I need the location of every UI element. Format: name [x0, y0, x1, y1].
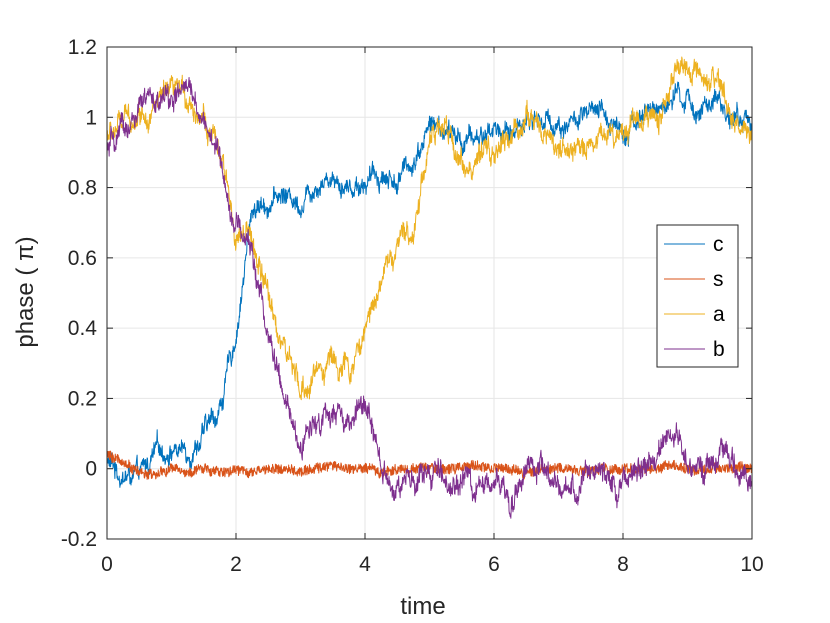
legend-label-a: a — [713, 303, 725, 326]
y-tick-label: 0.2 — [68, 387, 97, 410]
y-tick-label: 0 — [85, 458, 97, 481]
y-tick-label: 0.6 — [68, 247, 97, 270]
y-tick-label: 0.8 — [68, 177, 97, 200]
series-line-b — [106, 76, 753, 519]
x-tick-label: 4 — [359, 553, 371, 576]
x-tick-label: 8 — [617, 553, 629, 576]
axes-layer — [106, 46, 753, 540]
ticks-layer: 0 2 4 6 8 10-0.200.20.40.60.811.2 — [61, 36, 764, 576]
axes-box — [106, 46, 753, 540]
x-tick-label: 10 — [740, 553, 763, 576]
series-line-a — [106, 56, 753, 401]
x-tick-label: 6 — [488, 553, 500, 576]
legend-label-c: c — [713, 233, 724, 256]
y-tick-label: -0.2 — [61, 528, 97, 551]
y-tick-label: 0.4 — [68, 317, 98, 340]
series-line-c — [106, 81, 753, 488]
x-axis-label: time — [400, 593, 445, 620]
x-tick-label: 0 — [101, 553, 113, 576]
legend-label-s: s — [713, 268, 724, 291]
y-tick-label: 1 — [85, 106, 97, 129]
x-tick-label: 2 — [230, 553, 242, 576]
y-tick-label: 1.2 — [68, 36, 97, 59]
legend-box — [656, 224, 739, 368]
series-layer — [106, 56, 753, 519]
y-axis-label: phase ( π) — [12, 236, 39, 347]
legend-label-b: b — [713, 338, 725, 361]
